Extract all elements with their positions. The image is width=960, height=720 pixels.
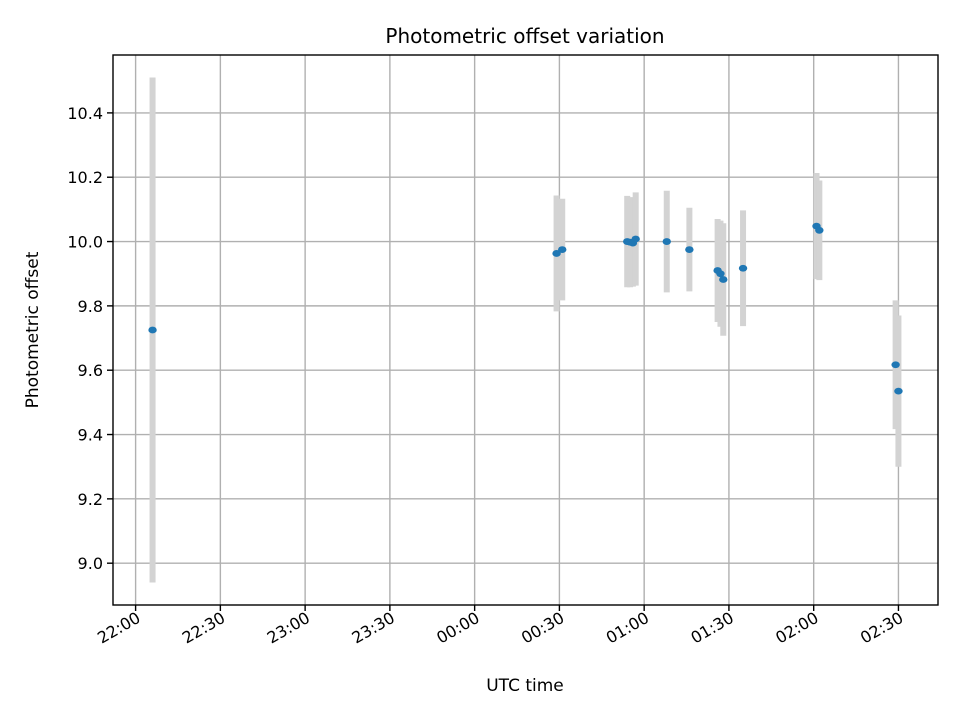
x-axis-label: UTC time <box>486 676 564 696</box>
data-point <box>685 246 694 253</box>
data-point <box>815 226 824 234</box>
y-tick-label: 10.2 <box>67 168 103 187</box>
x-tick-label: 02:00 <box>772 608 821 648</box>
x-tick-label: 23:30 <box>348 608 397 648</box>
x-tick-label: 22:30 <box>179 608 228 648</box>
y-tick-label: 10.4 <box>67 104 103 123</box>
x-tick-label: 22:00 <box>94 608 143 648</box>
y-tick-label: 9.4 <box>78 426 103 445</box>
x-tick-label: 00:30 <box>518 608 567 648</box>
data-point <box>148 326 157 334</box>
data-point <box>891 361 900 369</box>
plot-frame <box>112 54 939 606</box>
y-tick-label: 9.6 <box>78 361 103 380</box>
grid-layer <box>113 55 938 605</box>
y-tick-label: 9.2 <box>78 490 103 509</box>
x-tick-label: 01:30 <box>687 608 736 648</box>
data-point <box>558 246 567 253</box>
data-point <box>738 264 748 272</box>
x-tick-label: 00:00 <box>433 608 482 648</box>
data-point <box>894 387 903 395</box>
x-tick-label: 02:30 <box>857 608 906 648</box>
y-tick-label: 9.0 <box>78 554 103 573</box>
y-tick-label: 9.8 <box>78 297 103 316</box>
data-point <box>631 235 640 243</box>
data-point <box>552 250 561 257</box>
y-axis-label: Photometric offset <box>23 251 43 408</box>
x-tick-label: 23:00 <box>264 608 313 648</box>
x-tick-label: 01:00 <box>603 608 652 648</box>
data-layer <box>148 77 903 583</box>
data-point <box>716 270 725 278</box>
y-tick-label: 10.0 <box>67 233 103 252</box>
data-point <box>719 276 728 283</box>
chart-title: Photometric offset variation <box>385 24 664 48</box>
axis-layer: 22:00 22:30 23:00 23:30 00:00 00:30 01:00 01:30… <box>67 104 906 648</box>
data-point <box>662 238 671 245</box>
